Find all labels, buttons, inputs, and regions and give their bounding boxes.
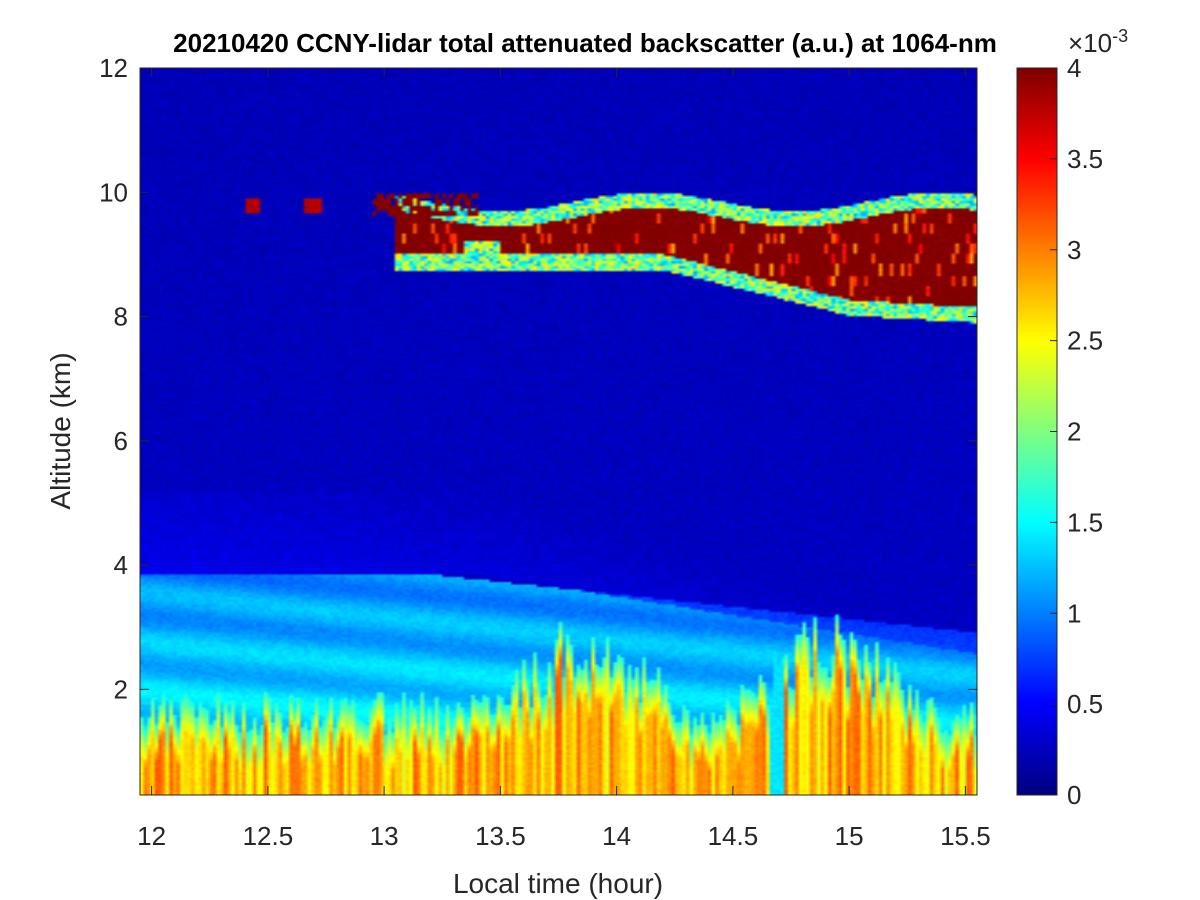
y-tick-label: 4 [114, 550, 128, 580]
x-axis-label: Local time (hour) [453, 868, 663, 899]
colorbar-ticks: 0 0.5 1 1.5 2 2.5 3 3.5 4 [1050, 53, 1103, 810]
y-axis-ticks: 2 4 6 8 10 12 [99, 53, 977, 704]
colorbar-tick-label: 3 [1067, 235, 1081, 265]
chart-title: 20210420 CCNY-lidar total attenuated bac… [173, 28, 997, 58]
colorbar-tick-label: 3.5 [1067, 144, 1103, 174]
colorbar-tick-label: 0 [1067, 780, 1081, 810]
y-tick-label: 8 [114, 302, 128, 332]
colorbar-tick-label: 1 [1067, 598, 1081, 628]
x-tick-label: 15.5 [940, 821, 991, 851]
y-axis-label: Altitude (km) [45, 352, 76, 509]
y-tick-label: 12 [99, 53, 128, 83]
x-tick-label: 13.5 [475, 821, 526, 851]
colorbar: 0 0.5 1 1.5 2 2.5 3 3.5 4 ×10-3 [1016, 26, 1128, 810]
y-tick-label: 6 [114, 426, 128, 456]
backscatter-heatmap [140, 68, 977, 795]
x-tick-label: 12.5 [243, 821, 294, 851]
x-tick-label: 14 [602, 821, 631, 851]
colorbar-exponent: ×10-3 [1068, 26, 1128, 58]
x-tick-label: 15 [835, 821, 864, 851]
y-tick-label: 10 [99, 177, 128, 207]
x-tick-label: 14.5 [708, 821, 759, 851]
heatmap-plot-area [139, 67, 978, 796]
x-tick-label: 12 [137, 821, 166, 851]
plot-frame [139, 67, 978, 796]
x-axis-ticks: 12 12.5 13 13.5 14 14.5 15 15.5 [137, 68, 991, 851]
colorbar-tick-label: 0.5 [1067, 689, 1103, 719]
y-tick-label: 2 [114, 674, 128, 704]
colorbar-tick-label: 4 [1067, 53, 1081, 83]
colorbar-tick-label: 1.5 [1067, 507, 1103, 537]
colorbar-tick-label: 2.5 [1067, 326, 1103, 356]
x-tick-label: 13 [370, 821, 399, 851]
colorbar-tick-label: 2 [1067, 417, 1081, 447]
